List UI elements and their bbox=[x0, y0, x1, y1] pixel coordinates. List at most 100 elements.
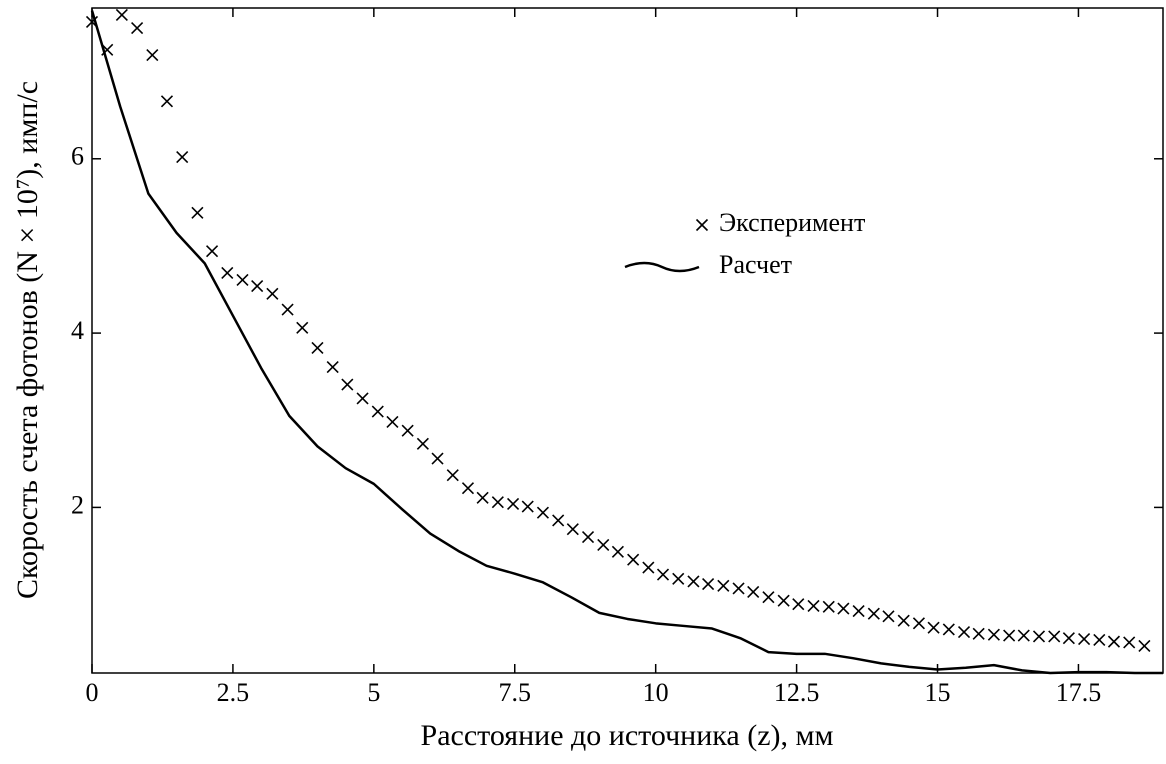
marker-stroke bbox=[446, 469, 459, 482]
point bbox=[266, 287, 279, 300]
point bbox=[251, 279, 264, 293]
point bbox=[672, 572, 685, 585]
point bbox=[160, 95, 174, 108]
marker-stroke bbox=[1003, 629, 1016, 642]
point bbox=[115, 8, 128, 22]
point bbox=[627, 553, 640, 566]
marker-stroke bbox=[341, 378, 354, 391]
point bbox=[1093, 633, 1106, 646]
point bbox=[822, 600, 835, 613]
point bbox=[281, 303, 294, 316]
marker-stroke bbox=[221, 266, 234, 280]
marker-stroke bbox=[296, 321, 309, 334]
marker-stroke bbox=[281, 303, 294, 316]
point bbox=[446, 469, 459, 482]
point bbox=[401, 424, 414, 437]
point bbox=[431, 452, 444, 465]
point bbox=[897, 614, 910, 627]
x-axis-label: Расстояние до источника (z), мм bbox=[421, 719, 834, 752]
point bbox=[807, 599, 820, 612]
y-axis-label: Скорость счета фотонов (N × 10⁷), имп/с bbox=[11, 81, 44, 599]
marker-stroke bbox=[371, 405, 384, 418]
point bbox=[912, 617, 925, 630]
x-tick-label: 17.5 bbox=[1056, 678, 1102, 707]
marker-stroke bbox=[311, 341, 324, 354]
marker-stroke bbox=[942, 623, 955, 636]
marker-stroke bbox=[867, 607, 880, 620]
point bbox=[1123, 636, 1136, 649]
marker-stroke bbox=[972, 627, 985, 640]
marker-stroke bbox=[792, 598, 805, 611]
point bbox=[296, 321, 309, 334]
marker-stroke bbox=[491, 496, 504, 509]
marker-stroke bbox=[401, 424, 414, 437]
marker-stroke bbox=[777, 594, 790, 607]
marker-stroke bbox=[732, 582, 745, 595]
marker-stroke bbox=[416, 437, 429, 450]
x-tick-label: 10 bbox=[643, 678, 669, 707]
marker-stroke bbox=[476, 491, 489, 504]
marker-stroke bbox=[627, 553, 640, 566]
point bbox=[702, 578, 715, 591]
point bbox=[747, 585, 760, 599]
marker-stroke bbox=[807, 599, 820, 612]
y-tick-label: 2 bbox=[71, 490, 84, 519]
point bbox=[221, 266, 234, 280]
point bbox=[191, 206, 204, 219]
marker-stroke bbox=[205, 245, 219, 258]
point bbox=[236, 273, 249, 286]
point bbox=[1078, 632, 1091, 646]
marker-stroke bbox=[507, 497, 520, 510]
marker-stroke bbox=[1138, 639, 1151, 653]
x-tick-label: 5 bbox=[367, 678, 380, 707]
marker-stroke bbox=[1123, 636, 1136, 649]
point bbox=[597, 538, 610, 551]
point bbox=[176, 150, 189, 164]
point bbox=[491, 496, 504, 509]
marker-stroke bbox=[897, 614, 910, 627]
point bbox=[356, 392, 369, 405]
point bbox=[581, 530, 595, 544]
point bbox=[1062, 632, 1075, 645]
point bbox=[1032, 630, 1046, 643]
point bbox=[326, 361, 339, 374]
x-tick-label: 15 bbox=[925, 678, 951, 707]
point bbox=[552, 514, 565, 527]
marker-stroke bbox=[882, 610, 895, 623]
point bbox=[777, 594, 790, 607]
marker-stroke bbox=[762, 591, 775, 604]
marker-stroke bbox=[431, 452, 444, 465]
marker-stroke bbox=[552, 514, 565, 527]
point bbox=[611, 545, 624, 558]
marker-stroke bbox=[1032, 630, 1046, 643]
marker-stroke bbox=[927, 621, 940, 634]
marker-stroke bbox=[386, 415, 399, 429]
marker-stroke bbox=[521, 500, 534, 513]
marker-stroke bbox=[115, 8, 128, 22]
point bbox=[762, 591, 775, 604]
marker-stroke bbox=[695, 218, 709, 232]
x-tick-label: 0 bbox=[86, 678, 99, 707]
marker-stroke bbox=[581, 530, 595, 544]
point bbox=[852, 605, 865, 618]
point bbox=[205, 245, 219, 258]
marker-stroke bbox=[672, 572, 685, 585]
point bbox=[1138, 639, 1151, 653]
plot-frame bbox=[91, 7, 1164, 674]
point bbox=[416, 437, 429, 450]
point bbox=[987, 628, 1000, 641]
marker-stroke bbox=[160, 95, 174, 108]
marker-stroke bbox=[1107, 635, 1121, 648]
point bbox=[732, 582, 745, 595]
marker-stroke bbox=[536, 506, 550, 519]
x-tick-label: 2.5 bbox=[217, 678, 250, 707]
point bbox=[566, 523, 579, 536]
marker-stroke bbox=[146, 48, 159, 62]
point bbox=[371, 405, 384, 418]
marker-stroke bbox=[852, 605, 865, 618]
point bbox=[927, 621, 940, 634]
point bbox=[687, 575, 700, 588]
point bbox=[867, 607, 880, 620]
marker-stroke bbox=[1017, 629, 1030, 642]
